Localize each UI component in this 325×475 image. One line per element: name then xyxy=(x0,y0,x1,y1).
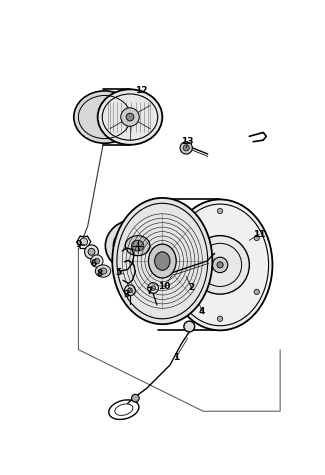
Text: 2: 2 xyxy=(188,284,195,293)
Circle shape xyxy=(184,321,195,332)
Circle shape xyxy=(217,262,223,268)
Circle shape xyxy=(88,248,95,255)
Text: 9: 9 xyxy=(75,239,82,248)
Ellipse shape xyxy=(105,218,170,273)
Ellipse shape xyxy=(95,265,111,277)
Circle shape xyxy=(121,108,139,126)
Text: 1: 1 xyxy=(173,353,179,362)
Circle shape xyxy=(180,142,192,154)
Text: 7: 7 xyxy=(146,287,152,296)
Circle shape xyxy=(126,113,134,121)
Ellipse shape xyxy=(168,200,272,330)
Circle shape xyxy=(181,235,186,241)
Circle shape xyxy=(128,288,132,293)
Circle shape xyxy=(181,289,186,294)
Circle shape xyxy=(80,238,88,246)
Circle shape xyxy=(132,394,139,402)
Circle shape xyxy=(91,255,103,267)
Ellipse shape xyxy=(149,244,176,278)
Text: 3: 3 xyxy=(123,290,129,299)
Ellipse shape xyxy=(99,268,107,274)
Circle shape xyxy=(254,235,259,241)
Circle shape xyxy=(124,285,136,296)
Circle shape xyxy=(151,285,155,290)
Text: 6: 6 xyxy=(91,259,97,268)
Text: 4: 4 xyxy=(198,306,205,315)
Ellipse shape xyxy=(112,198,212,324)
Circle shape xyxy=(217,209,223,214)
Circle shape xyxy=(183,145,189,151)
Ellipse shape xyxy=(125,236,150,256)
Circle shape xyxy=(254,289,259,294)
Circle shape xyxy=(94,258,99,264)
Circle shape xyxy=(217,316,223,322)
Text: 5: 5 xyxy=(115,268,122,277)
Circle shape xyxy=(84,245,98,259)
Circle shape xyxy=(212,257,228,273)
Text: 13: 13 xyxy=(181,137,194,146)
Text: 12: 12 xyxy=(135,86,148,95)
Circle shape xyxy=(148,283,159,294)
Ellipse shape xyxy=(155,252,170,270)
Ellipse shape xyxy=(132,240,144,251)
Ellipse shape xyxy=(74,91,136,143)
Text: 10: 10 xyxy=(159,282,171,291)
Text: 8: 8 xyxy=(96,269,102,278)
Circle shape xyxy=(191,236,249,294)
Text: 11: 11 xyxy=(253,229,266,238)
Ellipse shape xyxy=(98,89,162,145)
